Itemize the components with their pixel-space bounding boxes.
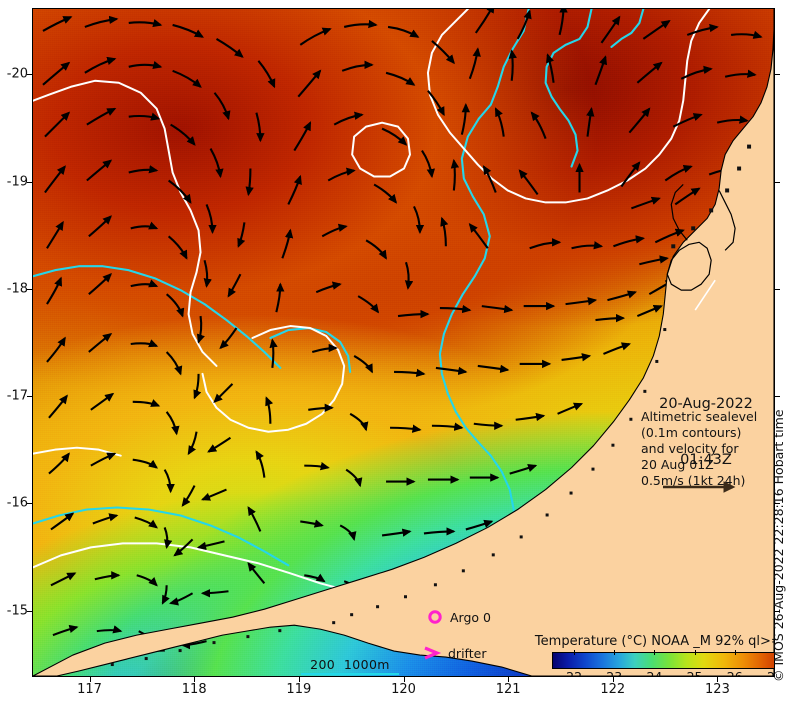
x-axis-label-118: 118 (181, 682, 207, 697)
y-axis-tick-right (775, 610, 780, 612)
colorbar-tick-25: 25 (686, 669, 703, 677)
y-axis-label--20: -20 (6, 66, 28, 82)
argo-legend: Argo 0 (427, 609, 491, 625)
x-axis-tick (508, 677, 510, 682)
argo-legend-label: Argo 0 (450, 609, 491, 625)
x-axis-label-121: 121 (495, 682, 521, 697)
colorbar-tick-22: 22 (566, 669, 583, 677)
x-axis-label-119: 119 (286, 682, 312, 697)
drifter-marker-icon (424, 646, 442, 660)
bathymetry-scale-label: 200 1000m (310, 657, 390, 672)
colorbar-tick-23: 23 (606, 669, 623, 677)
x-axis-tick (89, 677, 91, 682)
y-axis-tick (27, 396, 32, 398)
caption-line-2: (0.1m contours) (641, 425, 742, 440)
drifter-legend: drifter (423, 645, 486, 661)
date-line-1: 20-Aug-2022 (659, 395, 753, 412)
caption-line-5: 0.5m/s (1kt 24h) (641, 473, 746, 488)
x-axis-label-122: 122 (600, 682, 626, 697)
imos-credit: © IMOS 26-Aug-2022 22:28:16 Hobart time (771, 409, 786, 682)
argo-marker-icon (428, 610, 442, 624)
colorbar-tickmark (574, 650, 576, 655)
x-axis-tick (717, 677, 719, 682)
colorbar-tickmark (654, 650, 656, 655)
colorbar-tick-24: 24 (646, 669, 663, 677)
y-axis-label--15: -15 (6, 603, 28, 619)
caption-line-1: Altimetric sealevel (641, 409, 758, 424)
map-caption: Altimetric sealevel (0.1m contours) and … (641, 409, 774, 489)
x-axis-label-120: 120 (391, 682, 416, 697)
y-axis-label--16: -16 (6, 495, 28, 511)
y-axis-label--18: -18 (6, 281, 28, 297)
x-axis-label-117: 117 (77, 682, 102, 697)
y-axis-tick (27, 288, 32, 290)
colorbar-tickmark (694, 650, 696, 655)
y-axis-tick (27, 181, 32, 183)
y-axis-tick-right (775, 181, 780, 183)
y-axis-tick (27, 503, 32, 505)
y-axis-tick (27, 610, 32, 612)
y-axis-tick-right (775, 396, 780, 398)
date-line-2: 01:43Z (680, 452, 732, 469)
date-stamp: 20-Aug-2022 01:43Z (631, 357, 774, 508)
y-axis-tick-right (775, 503, 780, 505)
drifter-legend-label: drifter (448, 645, 487, 661)
bathymetry-scale-legend: 200 1000m (295, 657, 405, 675)
y-axis-tick (27, 74, 32, 76)
y-axis-tick-right (775, 288, 780, 290)
y-axis-label--17: -17 (6, 388, 28, 404)
colorbar-title: Temperature (°C) NOAA _M 92% ql>=2 (534, 634, 775, 649)
colorbar-ticks: 22 23 24 25 26 27 (552, 650, 775, 677)
x-axis-tick (612, 677, 614, 682)
colorbar-tick-26: 26 (726, 669, 743, 677)
x-axis-label-123: 123 (705, 682, 730, 697)
colorbar-tickmark (734, 650, 736, 655)
caption-line-4: 20 Aug 01Z (641, 457, 714, 472)
y-axis-tick-right (775, 74, 780, 76)
x-axis-tick (403, 677, 405, 682)
colorbar-gradient (552, 652, 774, 669)
map-plot-area[interactable]: 20-Aug-2022 01:43Z Altimetric sealevel (… (32, 8, 775, 677)
colorbar-tick-27: 27 (766, 669, 775, 677)
colorbar: Temperature (°C) NOAA _M 92% ql>=2 22 23 2… (520, 634, 775, 677)
caption-line-3: and velocity for (641, 441, 739, 456)
colorbar-tickmark (614, 650, 616, 655)
bathymetry-scale-line (301, 673, 399, 675)
velocity-scale-arrow (663, 481, 736, 493)
y-axis-label--19: -19 (6, 174, 28, 190)
x-axis-tick (298, 677, 300, 682)
x-axis-tick (194, 677, 196, 682)
